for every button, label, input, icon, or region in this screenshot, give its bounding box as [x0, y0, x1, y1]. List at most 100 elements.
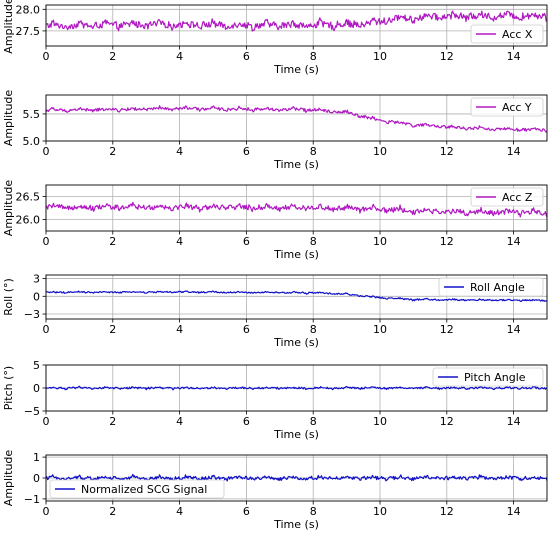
x-tick-label: 0 [43, 50, 50, 63]
x-tick-label: 2 [109, 505, 116, 518]
x-tick-label: 14 [507, 505, 521, 518]
legend-box [49, 479, 225, 499]
legend-label: Acc Y [502, 101, 532, 114]
x-tick-label: 10 [373, 235, 387, 248]
x-tick-label: 0 [43, 505, 50, 518]
y-tick-label: 27.5 [16, 25, 41, 38]
y-tick-label: 0 [33, 472, 40, 485]
y-axis-label: Amplitude [2, 0, 15, 54]
x-axis-label: Time (s) [273, 158, 319, 171]
y-tick-label: 5.5 [23, 108, 41, 121]
y-tick-label: −5 [24, 405, 40, 418]
x-tick-label: 12 [440, 323, 454, 336]
legend-box [470, 187, 544, 207]
x-tick-label: 10 [373, 505, 387, 518]
y-tick-label: 26.5 [16, 191, 41, 204]
x-tick-label: 8 [310, 505, 317, 518]
x-tick-label: 8 [310, 145, 317, 158]
x-tick-label: 8 [310, 50, 317, 63]
y-tick-label: 3 [33, 273, 40, 286]
x-tick-label: 4 [176, 145, 183, 158]
x-tick-label: 12 [440, 415, 454, 428]
series-line [45, 473, 548, 482]
x-axis-label: Time (s) [273, 428, 319, 441]
series-line [45, 10, 548, 32]
x-tick-label: 6 [243, 323, 250, 336]
x-tick-label: 12 [440, 505, 454, 518]
series-line [45, 290, 548, 302]
x-tick-label: 2 [109, 50, 116, 63]
x-tick-label: 12 [440, 145, 454, 158]
y-tick-label: 28.0 [16, 3, 41, 16]
x-tick-label: 14 [507, 145, 521, 158]
x-tick-label: 2 [109, 235, 116, 248]
x-tick-label: 4 [176, 50, 183, 63]
y-tick-label: −1 [24, 493, 40, 506]
x-tick-label: 14 [507, 415, 521, 428]
legend: Acc X [470, 24, 544, 44]
x-tick-label: 6 [243, 50, 250, 63]
legend-label: Normalized SCG Signal [81, 483, 207, 496]
x-tick-label: 14 [507, 235, 521, 248]
y-tick-label: 0 [33, 382, 40, 395]
series-line [45, 385, 548, 391]
axes-frame [45, 4, 548, 47]
x-tick-label: 0 [43, 323, 50, 336]
legend-label: Acc Z [502, 191, 533, 204]
axes-frame [45, 94, 548, 142]
axes-frame [45, 274, 548, 320]
legend: Acc Z [470, 187, 544, 207]
x-axis-label: Time (s) [273, 336, 319, 349]
x-tick-label: 6 [243, 235, 250, 248]
x-tick-label: 2 [109, 323, 116, 336]
x-axis-label: Time (s) [273, 248, 319, 261]
x-tick-label: 6 [243, 505, 250, 518]
x-tick-label: 0 [43, 145, 50, 158]
chart-panel-1: 0 2 4 6 8 10 12 14 27.5 28.0 Time (s) Amplitude Acc … [2, 0, 548, 76]
x-tick-label: 10 [373, 145, 387, 158]
x-tick-label: 6 [243, 145, 250, 158]
legend: Acc Y [470, 97, 544, 117]
legend: Pitch Angle [432, 367, 544, 387]
x-tick-label: 2 [109, 145, 116, 158]
y-tick-label: 1 [33, 451, 40, 464]
legend-box [438, 277, 544, 297]
x-tick-label: 10 [373, 415, 387, 428]
x-tick-label: 0 [43, 415, 50, 428]
x-tick-label: 8 [310, 323, 317, 336]
x-tick-label: 4 [176, 235, 183, 248]
x-tick-label: 2 [109, 415, 116, 428]
x-tick-label: 10 [373, 323, 387, 336]
legend-label: Roll Angle [470, 281, 525, 294]
y-axis-label: Roll (°) [2, 278, 15, 316]
x-tick-label: 4 [176, 505, 183, 518]
y-axis-label: Amplitude [2, 450, 15, 507]
legend-label: Pitch Angle [464, 371, 526, 384]
legend-box [470, 24, 544, 44]
y-axis-label: Amplitude [2, 90, 15, 147]
legend: Roll Angle [438, 277, 544, 297]
legend-box [470, 97, 544, 117]
chart-panel-3: 0 2 4 6 8 10 12 14 26.0 26.5 Time (s) Amplitude Acc … [2, 180, 548, 261]
chart-panel-2: 0 2 4 6 8 10 12 14 5.0 5.5 Time (s) Amplitude Acc Y [2, 90, 548, 171]
x-tick-label: 4 [176, 415, 183, 428]
y-tick-label: 5.0 [23, 135, 41, 148]
x-tick-label: 8 [310, 235, 317, 248]
x-tick-label: 8 [310, 415, 317, 428]
y-axis-label: Pitch (°) [2, 366, 15, 410]
x-axis-label: Time (s) [273, 518, 319, 531]
series-line [45, 201, 548, 218]
legend: Normalized SCG Signal [49, 479, 225, 499]
x-tick-label: 4 [176, 323, 183, 336]
x-tick-label: 10 [373, 50, 387, 63]
x-axis-label: Time (s) [273, 63, 319, 76]
x-tick-label: 12 [440, 50, 454, 63]
x-tick-label: 14 [507, 323, 521, 336]
y-tick-label: −3 [24, 308, 40, 321]
x-tick-label: 14 [507, 50, 521, 63]
y-tick-label: 5 [33, 359, 40, 372]
